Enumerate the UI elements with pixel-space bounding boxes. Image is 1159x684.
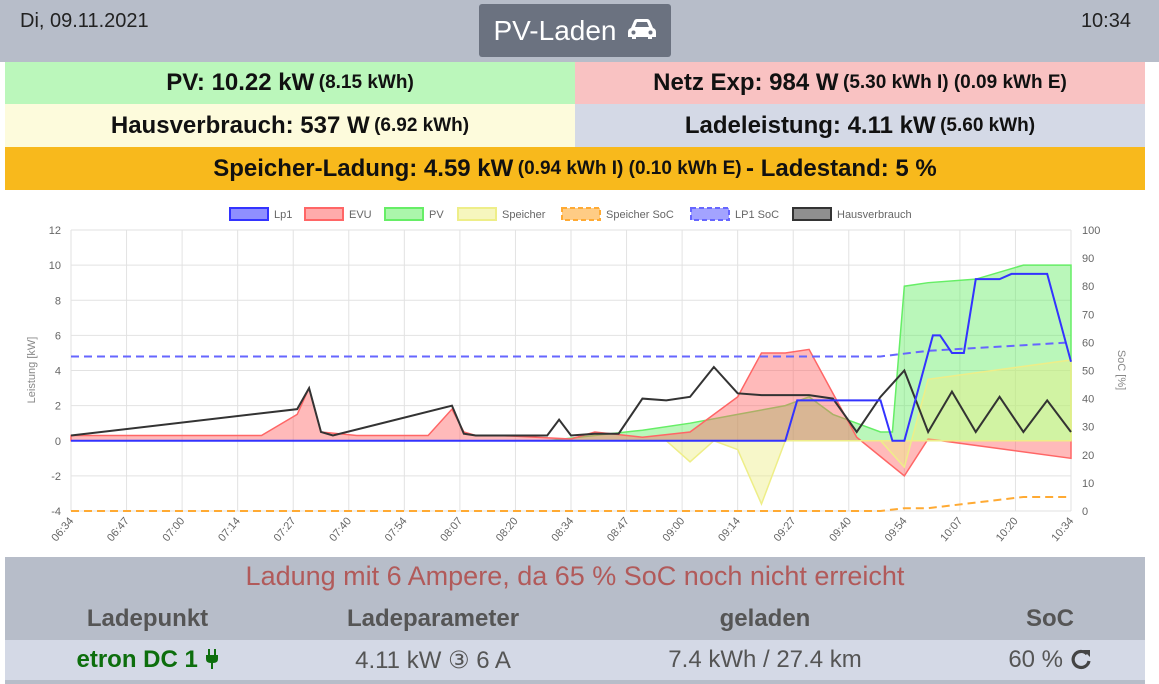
x-tick-10: 08:47 bbox=[605, 515, 632, 544]
series-hausverbrauch bbox=[70, 365, 1072, 437]
charge-status-text: Ladung mit 6 Ampere, da 65 % SoC noch ni… bbox=[245, 561, 905, 591]
x-tick-16: 10:07 bbox=[938, 515, 965, 544]
battery-energy: (0.94 kWh I) (0.10 kWh E) bbox=[517, 157, 742, 179]
legend-label-2: PV bbox=[429, 209, 444, 221]
chargepoint-soc: 60 % bbox=[1008, 646, 1064, 673]
y2-tick-7: 70 bbox=[1082, 309, 1094, 321]
pv-power: PV: 10.22 kW bbox=[166, 69, 315, 96]
y2-tick-8: 80 bbox=[1082, 281, 1094, 293]
house-power: Hausverbrauch: 537 W bbox=[110, 111, 370, 139]
y2-tick-9: 90 bbox=[1082, 253, 1094, 265]
y2-tick-10: 100 bbox=[1082, 225, 1100, 237]
house-energy: (6.92 kWh) bbox=[374, 114, 470, 136]
battery-tile: Speicher-Ladung: 4.59 kW (0.94 kWh I) (0… bbox=[5, 147, 1145, 190]
x-tick-6: 07:54 bbox=[383, 515, 410, 544]
grid-tile: Netz Exp: 984 W (5.30 kWh I) (0.09 kWh E… bbox=[575, 62, 1145, 104]
charge-mode-label: PV-Laden bbox=[493, 14, 617, 46]
y2-tick-3: 30 bbox=[1082, 422, 1094, 434]
legend-label-0: Lp1 bbox=[274, 209, 292, 221]
chargepoint-row[interactable]: etron DC 1 4.11 kW ③ 6 A 7.4 kWh / 27.4 … bbox=[5, 640, 1145, 680]
header-bar: Di, 09.11.2021 PV-Laden 10:34 bbox=[0, 0, 1159, 62]
chargepoint-parameter: 4.11 kW ③ 6 A bbox=[355, 647, 511, 674]
y-tick-1: -2 bbox=[51, 471, 61, 483]
charging-energy: (5.60 kWh) bbox=[940, 114, 1036, 136]
grid-power: Netz Exp: 984 W bbox=[653, 69, 839, 96]
x-tick-2: 07:00 bbox=[161, 515, 188, 544]
plug-icon bbox=[205, 646, 219, 673]
col-header-ladepunkt: Ladepunkt bbox=[86, 605, 209, 632]
y-tick-7: 10 bbox=[49, 260, 61, 272]
x-tick-11: 09:00 bbox=[661, 515, 688, 544]
battery-soc: - Ladestand: 5 % bbox=[746, 154, 937, 182]
date-display: Di, 09.11.2021 bbox=[20, 10, 149, 32]
legend-swatch-1 bbox=[304, 207, 344, 221]
pv-tile: PV: 10.22 kW (8.15 kWh) bbox=[5, 62, 575, 104]
x-tick-4: 07:27 bbox=[272, 515, 299, 544]
x-tick-15: 09:54 bbox=[883, 515, 910, 544]
y2-tick-2: 20 bbox=[1082, 450, 1094, 462]
chargepoint-soc-cell: 60 % bbox=[965, 646, 1135, 674]
x-tick-14: 09:40 bbox=[827, 515, 854, 544]
x-tick-8: 08:20 bbox=[494, 515, 521, 544]
x-tick-18: 10:34 bbox=[1049, 515, 1076, 544]
y-tick-3: 2 bbox=[55, 401, 61, 413]
x-tick-13: 09:27 bbox=[772, 515, 799, 544]
x-tick-0: 06:34 bbox=[49, 515, 76, 544]
legend-swatch-4 bbox=[561, 207, 601, 221]
power-chart[interactable]: Lp1 EVU PV Speicher Speicher SoC LP1 SoC Hausv… bbox=[0, 198, 1159, 556]
legend-label-4: Speicher SoC bbox=[606, 209, 674, 221]
charging-power: Ladeleistung: 4.11 kW bbox=[684, 111, 936, 139]
car-icon bbox=[627, 15, 657, 47]
x-tick-3: 07:14 bbox=[216, 515, 243, 544]
chargepoint-name-cell[interactable]: etron DC 1 bbox=[35, 646, 260, 674]
y-tick-2: 0 bbox=[55, 436, 61, 448]
legend-swatch-6 bbox=[792, 207, 832, 221]
series-lp1 bbox=[71, 272, 1072, 442]
x-tick-9: 08:34 bbox=[549, 515, 576, 544]
charge-mode-button[interactable]: PV-Laden bbox=[479, 4, 671, 57]
x-tick-1: 06:47 bbox=[105, 515, 132, 544]
charging-tile: Ladeleistung: 4.11 kW (5.60 kWh) bbox=[575, 104, 1145, 147]
series-speicher bbox=[71, 359, 1072, 506]
legend-label-6: Hausverbrauch bbox=[837, 209, 912, 221]
pv-energy: (8.15 kWh) bbox=[318, 72, 414, 93]
legend-swatch-3 bbox=[457, 207, 497, 221]
y-tick-6: 8 bbox=[55, 295, 61, 307]
refresh-icon[interactable] bbox=[1070, 646, 1092, 673]
x-tick-12: 09:14 bbox=[716, 515, 743, 544]
col-header-geladen: geladen bbox=[719, 605, 811, 632]
series-evu bbox=[70, 348, 1072, 477]
y-tick-4: 4 bbox=[55, 366, 61, 378]
chargepoint-name: etron DC 1 bbox=[76, 646, 198, 673]
battery-power: Speicher-Ladung: 4.59 kW bbox=[213, 154, 514, 182]
y-tick-5: 6 bbox=[55, 330, 61, 342]
x-tick-7: 08:07 bbox=[438, 515, 465, 544]
y-axis-title: Leistung [kW] bbox=[26, 337, 38, 404]
y-tick-0: -4 bbox=[51, 506, 61, 518]
legend-label-1: EVU bbox=[349, 209, 372, 221]
chargepoint-charged: 7.4 kWh / 27.4 km bbox=[668, 646, 862, 673]
col-header-ladeparameter: Ladeparameter bbox=[346, 605, 520, 632]
y2-tick-0: 0 bbox=[1082, 506, 1088, 518]
y2-tick-1: 10 bbox=[1082, 478, 1094, 490]
y2-tick-5: 50 bbox=[1082, 366, 1094, 378]
time-display: 10:34 bbox=[1080, 10, 1131, 32]
legend-label-5: LP1 SoC bbox=[735, 209, 779, 221]
y2-tick-6: 60 bbox=[1082, 337, 1094, 349]
y2-axis-title: SoC [%] bbox=[1115, 350, 1127, 390]
col-header-soc: SoC bbox=[1026, 605, 1074, 632]
series-lp1-soc bbox=[71, 341, 1072, 358]
legend-swatch-5 bbox=[690, 207, 730, 221]
chargepoint-panel: Ladung mit 6 Ampere, da 65 % SoC noch ni… bbox=[5, 557, 1145, 684]
legend-swatch-2 bbox=[384, 207, 424, 221]
y2-tick-4: 40 bbox=[1082, 394, 1094, 406]
y-tick-8: 12 bbox=[49, 225, 61, 237]
legend-label-3: Speicher bbox=[502, 209, 546, 221]
x-tick-5: 07:40 bbox=[327, 515, 354, 544]
legend-swatch-0 bbox=[229, 207, 269, 221]
house-tile: Hausverbrauch: 537 W (6.92 kWh) bbox=[5, 104, 575, 147]
grid-energy: (5.30 kWh I) (0.09 kWh E) bbox=[843, 72, 1067, 93]
x-tick-17: 10:20 bbox=[994, 515, 1021, 544]
